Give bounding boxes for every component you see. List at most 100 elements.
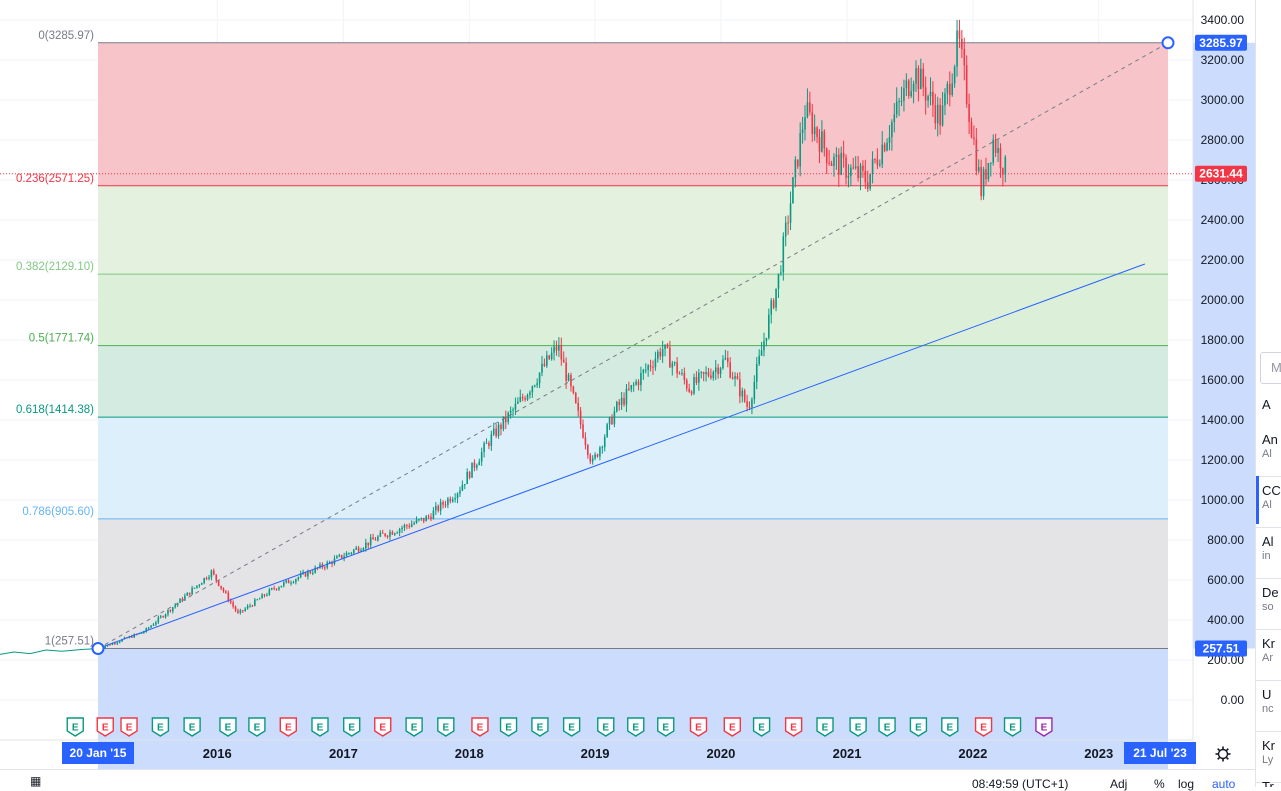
- earnings-badge[interactable]: [689, 717, 708, 737]
- earnings-marker[interactable]: E: [405, 717, 423, 737]
- earnings-badge[interactable]: [248, 717, 266, 737]
- adj-toggle[interactable]: Adj: [1110, 777, 1128, 791]
- earnings-badge[interactable]: [311, 717, 329, 737]
- watchlist-item[interactable]: Tr: [1262, 780, 1281, 788]
- earnings-marker[interactable]: E: [752, 717, 771, 737]
- earnings-marker[interactable]: E: [878, 717, 896, 737]
- earnings-marker[interactable]: E: [471, 717, 489, 737]
- candle-body: [172, 607, 174, 612]
- earnings-marker[interactable]: E: [219, 717, 237, 737]
- candle-body: [743, 390, 746, 402]
- earnings-badge[interactable]: [849, 717, 867, 737]
- candle-body: [278, 587, 280, 590]
- watchlist-item[interactable]: Al in: [1262, 535, 1281, 563]
- earnings-marker[interactable]: E: [279, 717, 297, 737]
- watchlist-item[interactable]: Kr Ar: [1262, 637, 1281, 665]
- earnings-badge[interactable]: [816, 717, 834, 737]
- earnings-badge[interactable]: [343, 717, 361, 737]
- earnings-badge[interactable]: [1003, 717, 1022, 737]
- candle-body: [777, 273, 780, 289]
- fib-anchor-handle[interactable]: [91, 641, 105, 655]
- earnings-badge[interactable]: [878, 717, 896, 737]
- candle-body: [618, 402, 621, 405]
- watchlist-item-title: Kr: [1262, 738, 1275, 753]
- earnings-badge[interactable]: [627, 717, 645, 737]
- earnings-marker[interactable]: E: [562, 717, 581, 737]
- axes[interactable]: 3400.003200.003000.002800.002600.002400.…: [0, 0, 1255, 769]
- percent-toggle[interactable]: %: [1154, 777, 1165, 791]
- earnings-badge[interactable]: [784, 717, 803, 737]
- earnings-marker[interactable]: E: [689, 717, 708, 737]
- calendar-icon[interactable]: ▦: [30, 774, 42, 788]
- watchlist-item[interactable]: Kr Ly: [1262, 739, 1281, 767]
- log-toggle[interactable]: log: [1178, 777, 1195, 791]
- earnings-marker[interactable]: E: [248, 717, 266, 737]
- earnings-marker[interactable]: E: [183, 717, 201, 737]
- earnings-badge[interactable]: [219, 717, 237, 737]
- chart[interactable]: 0(3285.97) 0.236(2571.25) 0.382(2129.10) 0.…: [0, 0, 1255, 769]
- trendline-solid[interactable]: [97, 263, 1146, 649]
- earnings-badge[interactable]: [471, 717, 489, 737]
- auto-toggle[interactable]: auto: [1212, 777, 1236, 791]
- earnings-badge[interactable]: [941, 717, 959, 737]
- earnings-marker[interactable]: E: [151, 717, 170, 737]
- earnings-badge[interactable]: [723, 717, 741, 737]
- earnings-badge[interactable]: [499, 717, 518, 737]
- fib-retracement[interactable]: 0(3285.97) 0.236(2571.25) 0.382(2129.10) 0.…: [0, 30, 1193, 740]
- earnings-badge[interactable]: [437, 717, 455, 737]
- settings-gear-icon[interactable]: [1215, 746, 1231, 762]
- earnings-marker[interactable]: E: [816, 717, 834, 737]
- earnings-marker[interactable]: E: [784, 717, 803, 737]
- earnings-marker[interactable]: E: [1035, 717, 1053, 737]
- earnings-marker[interactable]: E: [974, 717, 993, 737]
- earnings-marker[interactable]: E: [437, 717, 455, 737]
- earnings-badge[interactable]: [531, 717, 549, 737]
- earnings-marker[interactable]: E: [499, 717, 518, 737]
- earnings-marker[interactable]: E: [66, 717, 84, 737]
- earnings-marker[interactable]: E: [374, 717, 392, 737]
- earnings-badge[interactable]: [562, 717, 581, 737]
- earnings-marker[interactable]: E: [723, 717, 741, 737]
- earnings-badge[interactable]: [374, 717, 392, 737]
- earnings-badge[interactable]: [279, 717, 297, 737]
- earnings-badge[interactable]: [657, 717, 675, 737]
- trendline-dashed[interactable]: [97, 42, 1169, 649]
- earnings-badge[interactable]: [909, 717, 928, 737]
- price-tick-label: 2000.00: [1201, 293, 1245, 307]
- earnings-marker[interactable]: E: [849, 717, 867, 737]
- earnings-badge[interactable]: [183, 717, 201, 737]
- earnings-badge[interactable]: [1035, 717, 1053, 737]
- earnings-marker[interactable]: E: [941, 717, 959, 737]
- earnings-badge[interactable]: [96, 717, 114, 737]
- earnings-badge[interactable]: [405, 717, 423, 737]
- earnings-marker[interactable]: E: [627, 717, 645, 737]
- earnings-marker[interactable]: E: [343, 717, 361, 737]
- earnings-marker[interactable]: E: [597, 717, 615, 737]
- earnings-badge[interactable]: [120, 717, 138, 737]
- earnings-marker[interactable]: E: [1003, 717, 1022, 737]
- earnings-badge[interactable]: [151, 717, 170, 737]
- earnings-badge[interactable]: [597, 717, 615, 737]
- trendlines[interactable]: [91, 36, 1175, 655]
- watchlist-item[interactable]: De so: [1262, 586, 1281, 614]
- earnings-badge[interactable]: [752, 717, 771, 737]
- earnings-marker[interactable]: E: [657, 717, 675, 737]
- earnings-badge[interactable]: [974, 717, 993, 737]
- candle-body: [384, 533, 386, 536]
- earnings-marker[interactable]: E: [96, 717, 114, 737]
- fib-anchor-handle[interactable]: [1161, 36, 1175, 50]
- earnings-marker[interactable]: E: [311, 717, 329, 737]
- earnings-marker[interactable]: E: [120, 717, 138, 737]
- candle-body: [176, 602, 179, 606]
- earnings-marker[interactable]: E: [531, 717, 549, 737]
- search-input[interactable]: M: [1260, 352, 1281, 384]
- clock-readout[interactable]: 08:49:59 (UTC+1): [972, 777, 1069, 791]
- watchlist-item[interactable]: An Al: [1262, 433, 1281, 461]
- earnings-marker[interactable]: E: [909, 717, 928, 737]
- earnings-badge[interactable]: [66, 717, 84, 737]
- watchlist-item[interactable]: CC Al: [1262, 484, 1281, 512]
- watchlist-item[interactable]: A: [1262, 398, 1281, 412]
